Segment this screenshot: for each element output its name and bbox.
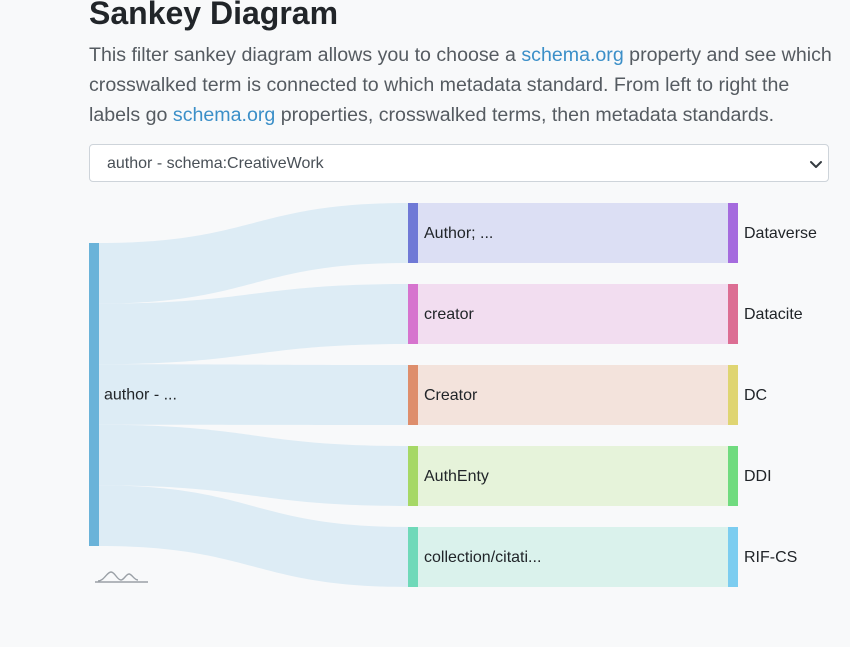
wave-logo-icon [95, 571, 148, 583]
standard-node-datacite [728, 284, 738, 344]
term-label-collection-citati: collection/citati... [424, 549, 541, 566]
standard-label-datacite: Datacite [744, 306, 803, 323]
flow-link-collection-citati-to-rif-cs [418, 527, 728, 587]
term-label-authenty: AuthEnty [424, 468, 489, 485]
flow-link-creator-to-dc [418, 365, 728, 425]
term-node-authenty [408, 446, 418, 506]
flow-link-author-to-dataverse [418, 203, 728, 263]
term-label-creator: Creator [424, 387, 478, 404]
sankey-flows [99, 203, 728, 587]
term-label-creator: creator [424, 306, 474, 323]
flow-link-source-to-authenty [99, 424, 408, 506]
standard-node-dc [728, 365, 738, 425]
standard-label-ddi: DDI [744, 468, 772, 485]
property-filter-select[interactable]: author - schema:CreativeWork [89, 144, 829, 182]
description-paragraph: This filter sankey diagram allows you to… [89, 40, 834, 131]
schema-org-link-2[interactable]: schema.org [172, 104, 276, 127]
description-text-3: properties, crosswalked terms, then meta… [275, 104, 775, 127]
sankey-nodes [89, 203, 738, 587]
selected-property: author - schema:CreativeWork [107, 155, 324, 172]
source-node-author [89, 243, 99, 546]
standard-node-ddi [728, 446, 738, 506]
chevron-down-icon [810, 161, 822, 168]
flow-link-source-to-author [99, 203, 408, 304]
page-title: Sankey Diagram [89, 0, 339, 31]
schema-org-link-1[interactable]: schema.org [521, 44, 624, 66]
description-text-2: property and see which crosswalked term … [89, 44, 832, 127]
term-node-author [408, 203, 418, 263]
term-node-creator [408, 284, 418, 344]
standard-label-rif-cs: RIF-CS [744, 549, 797, 566]
term-node-creator [408, 365, 418, 425]
source-label: author - ... [104, 387, 177, 404]
flow-link-creator-to-datacite [418, 284, 728, 344]
sankey-labels: Author; ... Dataverse creator Datacite Creat… [104, 225, 817, 566]
term-label-author: Author; ... [424, 225, 493, 242]
standard-node-dataverse [728, 203, 738, 263]
flow-link-authenty-to-ddi [418, 446, 728, 506]
standard-node-rif-cs [728, 527, 738, 587]
description-text-1: This filter sankey diagram allows you to… [89, 44, 522, 66]
flow-link-source-to-creator [99, 364, 408, 425]
term-node-collection-citati [408, 527, 418, 587]
standard-label-dataverse: Dataverse [744, 225, 817, 242]
flow-link-source-to-creator [99, 284, 408, 365]
flow-link-source-to-collection-citati [99, 485, 408, 587]
standard-label-dc: DC [744, 387, 767, 404]
